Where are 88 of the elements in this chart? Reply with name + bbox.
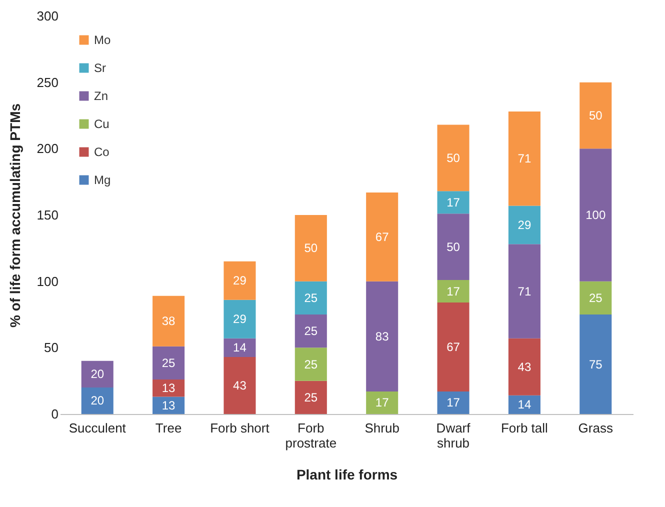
y-tick-label: 100 (36, 274, 58, 289)
bar (224, 300, 256, 338)
bar (437, 214, 470, 280)
bar (508, 395, 540, 414)
x-tick-label: Succulent (68, 420, 126, 436)
data-label: 29 (233, 312, 247, 326)
x-tick-label: Forb prostrate (285, 420, 337, 450)
data-label: 29 (518, 218, 532, 232)
data-label: 17 (446, 195, 460, 210)
data-label: 20 (90, 394, 104, 408)
bar (294, 314, 327, 348)
bar (508, 338, 540, 396)
data-label: 25 (588, 290, 603, 305)
bar (152, 380, 185, 397)
bar (580, 82, 612, 149)
x-tick-label: Grass (578, 420, 614, 436)
data-label: 14 (518, 398, 532, 412)
data-label: 13 (162, 381, 176, 396)
data-label: 50 (588, 108, 603, 122)
data-label: 71 (518, 284, 532, 298)
y-tick-label: 300 (36, 8, 58, 24)
data-label: 25 (304, 290, 318, 305)
y-axis-title: % of life form accumulating PTMs (6, 103, 23, 328)
legend-label: Co (94, 145, 110, 159)
bar (294, 215, 327, 282)
bar (224, 338, 256, 357)
data-label: 100 (586, 208, 606, 222)
y-tick-label: 0 (51, 406, 58, 422)
bar (508, 206, 540, 244)
bar (580, 148, 612, 282)
data-label: 43 (518, 360, 532, 374)
bar (81, 360, 114, 388)
data-label: 67 (375, 230, 390, 244)
data-label: 13 (162, 398, 176, 412)
data-label: 71 (518, 152, 532, 166)
x-tick-label: Forb short (210, 420, 270, 436)
data-label: 25 (304, 390, 318, 404)
data-label: 25 (304, 357, 318, 372)
y-tick-label: 150 (36, 208, 58, 222)
data-label: 50 (304, 241, 318, 256)
bar (81, 387, 114, 414)
bar (437, 302, 470, 392)
x-tick-label: Shrub (364, 420, 400, 436)
data-label: 43 (233, 378, 247, 392)
bar (152, 346, 185, 380)
bar (366, 192, 398, 282)
bar (294, 348, 327, 381)
legend-label: Sr (94, 61, 106, 75)
bar (366, 391, 398, 414)
bar (437, 280, 470, 303)
bar (508, 112, 540, 206)
data-label: 38 (162, 314, 176, 328)
y-tick-label: 200 (36, 141, 58, 156)
data-label: 83 (375, 329, 390, 344)
data-label: 17 (446, 284, 460, 298)
bar (437, 391, 470, 414)
data-label: 50 (446, 240, 460, 254)
x-tick-label: Forb tall (500, 420, 548, 436)
bar (294, 380, 327, 414)
data-label: 17 (375, 396, 390, 410)
bar (580, 314, 612, 414)
bar (508, 244, 540, 338)
data-label: 14 (233, 340, 247, 355)
x-axis-title: Plant life forms (296, 466, 398, 482)
x-tick-label: Dwarf shrub (436, 420, 471, 450)
data-label: 75 (588, 357, 603, 372)
bar (294, 281, 327, 314)
legend-label: Cu (94, 117, 110, 131)
legend-label: Mo (94, 33, 111, 47)
y-tick-label: 50 (44, 340, 58, 356)
bar (224, 261, 256, 300)
data-label: 50 (446, 150, 460, 165)
legend-label: Zn (94, 89, 108, 103)
x-tick-label: Tree (155, 420, 182, 436)
bar (152, 296, 185, 346)
bar (580, 281, 612, 314)
data-label: 29 (233, 274, 247, 288)
bar (366, 281, 398, 392)
data-label: 67 (446, 340, 460, 354)
data-label: 17 (446, 396, 460, 410)
data-label: 20 (90, 367, 104, 382)
bar (224, 356, 256, 414)
bar (437, 191, 470, 214)
legend-label: Mg (94, 173, 111, 187)
data-label: 25 (304, 324, 318, 338)
data-label: 25 (162, 356, 176, 370)
y-tick-label: 250 (36, 74, 58, 90)
bar (437, 124, 470, 192)
